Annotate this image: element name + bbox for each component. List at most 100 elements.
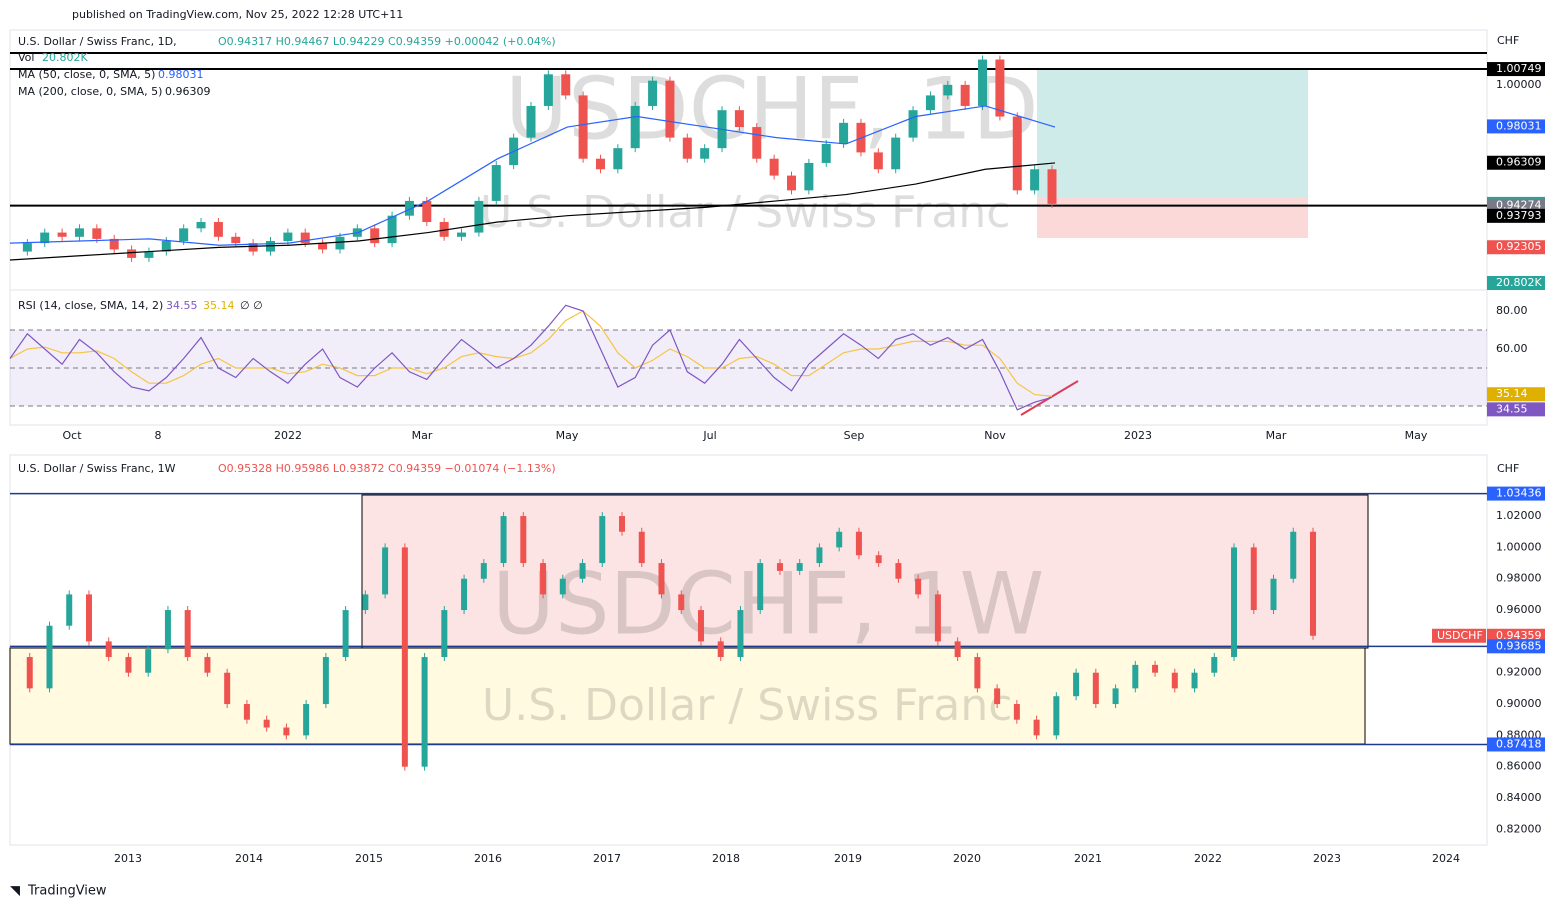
candle xyxy=(161,241,171,252)
candle xyxy=(213,222,223,237)
price-tag-label: 0.94274 xyxy=(1496,199,1542,212)
legend-vol: Vol xyxy=(18,51,34,64)
currency: CHF xyxy=(1497,462,1519,475)
candle xyxy=(769,158,779,176)
candle xyxy=(362,594,369,611)
candle xyxy=(579,563,586,579)
price-tag xyxy=(1487,62,1545,77)
legend-rsi-value: 34.55 xyxy=(166,299,198,312)
x-tick-label: 2021 xyxy=(1074,852,1102,865)
candle xyxy=(404,200,414,216)
candle xyxy=(665,80,675,138)
candle xyxy=(342,610,349,658)
candle xyxy=(57,232,67,237)
candle xyxy=(1013,704,1020,720)
candle xyxy=(678,594,685,611)
candle xyxy=(92,228,102,239)
price-tag-label: 0.94359 xyxy=(1496,629,1542,642)
candle xyxy=(619,516,626,532)
x-tick-label: Mar xyxy=(1266,429,1287,442)
candle xyxy=(682,137,692,159)
candle xyxy=(595,158,605,170)
candle xyxy=(697,610,704,642)
symbol-tag-label: USDCHF xyxy=(1437,629,1483,642)
candle xyxy=(303,704,310,736)
candle xyxy=(1250,547,1257,611)
candle xyxy=(559,578,566,595)
candle xyxy=(335,236,345,250)
candle xyxy=(457,232,467,237)
candle xyxy=(224,672,231,705)
candle xyxy=(127,249,137,258)
candle xyxy=(382,547,389,595)
candle xyxy=(474,200,484,233)
candle xyxy=(925,95,935,111)
legend-rsi-ma: 35.14 xyxy=(203,299,235,312)
x-tick-label: Jul xyxy=(702,429,716,442)
candle xyxy=(1112,688,1119,705)
candle xyxy=(1092,672,1099,705)
candle xyxy=(204,657,211,673)
x-tick-label: 2017 xyxy=(593,852,621,865)
candle xyxy=(526,105,536,138)
candle xyxy=(873,152,883,170)
legend-title: U.S. Dollar / Swiss Franc, 1W xyxy=(18,462,176,475)
legend-ma-value: 0.98031 xyxy=(158,68,204,81)
candle xyxy=(787,175,796,191)
y-tick-label: 1.00000 xyxy=(1496,540,1542,553)
x-tick-label: 2015 xyxy=(355,852,383,865)
candle xyxy=(1152,664,1159,673)
candle xyxy=(248,243,258,252)
x-tick-label: 2018 xyxy=(712,852,740,865)
legend-vol-value: 20.802K xyxy=(42,51,88,64)
candle xyxy=(599,516,606,564)
candle xyxy=(387,215,397,244)
x-tick-label: Mar xyxy=(412,429,433,442)
ma-line xyxy=(9,162,1056,261)
candle xyxy=(561,74,571,96)
price-tag-label: 1.03436 xyxy=(1496,487,1542,500)
candle xyxy=(491,165,501,201)
candle xyxy=(263,719,270,728)
candle xyxy=(960,84,970,106)
candle xyxy=(145,649,152,673)
y-tick-label: 0.90000 xyxy=(1496,697,1542,710)
range-box xyxy=(361,494,1369,649)
price-tag xyxy=(1487,155,1545,170)
ma-line xyxy=(9,105,1056,246)
candle xyxy=(700,148,710,159)
x-tick-label: Oct xyxy=(62,429,82,442)
watermark: USDCHF, 1W xyxy=(492,554,1044,654)
candle xyxy=(144,251,154,258)
published: published on TradingView.com, Nov 25, 20… xyxy=(72,8,403,21)
x-tick-label: May xyxy=(1405,429,1428,442)
candle xyxy=(422,200,432,223)
price-tag-label: 0.96309 xyxy=(1496,156,1542,169)
candle xyxy=(613,148,623,170)
logo: ◥ xyxy=(10,884,20,899)
x-tick-label: Nov xyxy=(984,429,1006,442)
candle xyxy=(300,232,310,244)
symbol-tag xyxy=(1432,628,1486,643)
candle xyxy=(895,563,902,579)
candle xyxy=(196,222,206,229)
price-tag xyxy=(1487,639,1545,654)
candle xyxy=(855,531,862,556)
price-tag xyxy=(1487,628,1545,643)
y-tick-label: 0.92000 xyxy=(1496,666,1542,679)
y-tick-label: 0.86000 xyxy=(1496,760,1542,773)
candle xyxy=(1191,672,1198,689)
legend-title: U.S. Dollar / Swiss Franc, 1D, xyxy=(18,35,177,48)
candle xyxy=(543,74,553,106)
price-tag-label: 0.93685 xyxy=(1496,639,1542,652)
candle xyxy=(1171,672,1178,689)
candle xyxy=(540,563,547,595)
volume-tag xyxy=(1487,276,1545,290)
candle xyxy=(816,547,823,564)
candle xyxy=(74,228,84,237)
candle xyxy=(804,162,814,191)
x-tick-label: May xyxy=(556,429,579,442)
candle xyxy=(638,531,645,564)
candle xyxy=(1047,169,1057,204)
